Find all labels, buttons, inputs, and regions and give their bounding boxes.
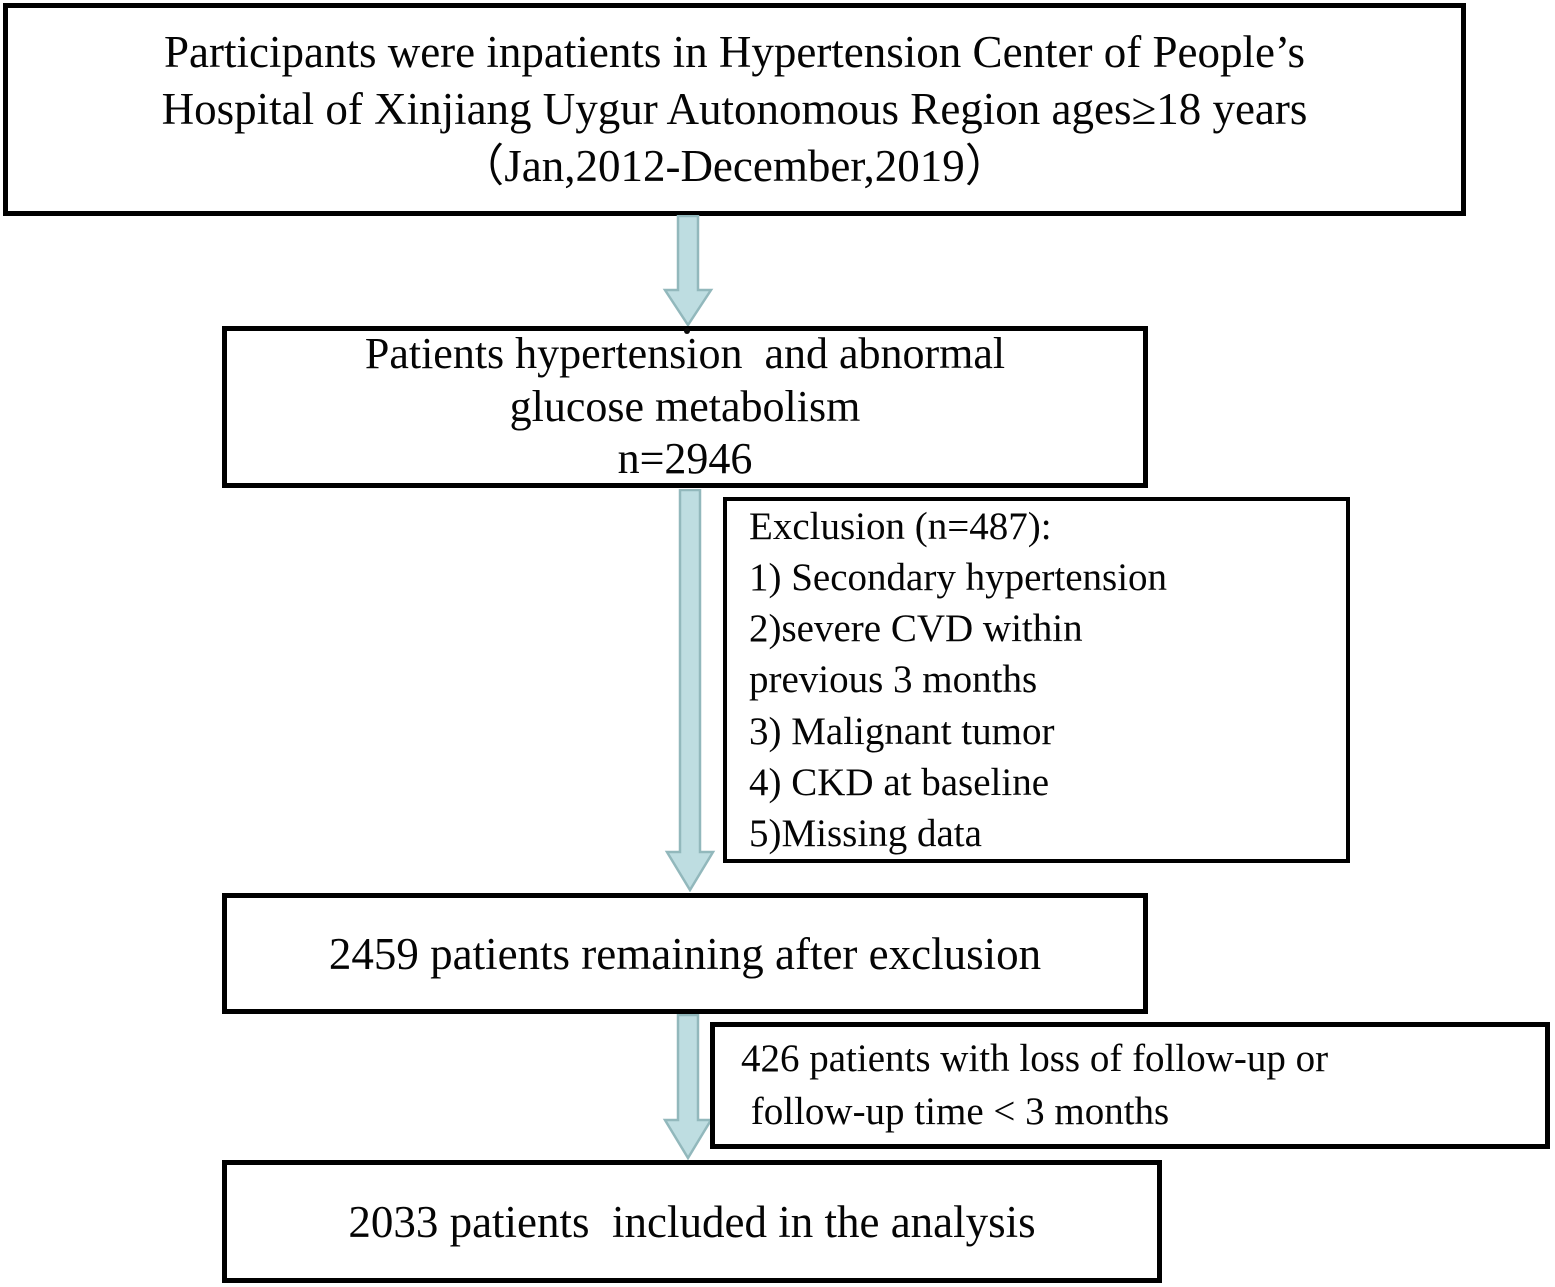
down-arrow-2-shape: [664, 489, 716, 892]
down-arrow-3: [662, 1014, 714, 1160]
box-source-population: Participants were inpatients in Hyperten…: [3, 3, 1466, 216]
source-line-2: Hospital of Xinjiang Uygur Autonomous Re…: [161, 83, 1308, 134]
followup-loss-line-1: 426 patients with loss of follow-up or: [741, 1036, 1329, 1080]
final-analysis-line: 2033 patients included in the analysis: [348, 1196, 1036, 1247]
source-line-3: （Jan,2012-December,2019）: [459, 141, 1010, 192]
exclusion-item-1: 1) Secondary hypertension: [749, 555, 1168, 599]
box-cohort: Patients hypertension and abnormal gluco…: [222, 326, 1148, 488]
cohort-count: n=2946: [617, 434, 753, 484]
exclusion-title: Exclusion (n=487):: [749, 504, 1052, 548]
exclusion-item-2: 2)severe CVD within: [749, 607, 1083, 651]
down-arrow-1: [662, 215, 714, 327]
exclusion-item-2b: previous 3 months: [749, 658, 1038, 702]
box-followup-loss: 426 patients with loss of follow-up or f…: [710, 1022, 1550, 1149]
box-after-exclusion: 2459 patients remaining after exclusion: [222, 893, 1148, 1014]
down-arrow-1-shape: [662, 215, 714, 327]
after-exclusion-line: 2459 patients remaining after exclusion: [328, 928, 1042, 979]
box-exclusion-criteria: Exclusion (n=487): 1) Secondary hyperten…: [723, 497, 1350, 863]
exclusion-item-3: 3) Malignant tumor: [749, 709, 1055, 753]
followup-loss-line-2: follow-up time < 3 months: [741, 1089, 1170, 1133]
cohort-line-2: glucose metabolism: [509, 381, 861, 431]
stray-dot: [684, 328, 690, 334]
down-arrow-2: [664, 489, 716, 892]
cohort-line-1: Patients hypertension and abnormal: [364, 328, 1006, 378]
exclusion-item-4: 4) CKD at baseline: [749, 760, 1050, 804]
box-final-analysis: 2033 patients included in the analysis: [222, 1160, 1162, 1283]
exclusion-item-5: 5)Missing data: [749, 812, 982, 856]
down-arrow-3-shape: [662, 1014, 714, 1160]
source-line-1: Participants were inpatients in Hyperten…: [164, 26, 1305, 77]
